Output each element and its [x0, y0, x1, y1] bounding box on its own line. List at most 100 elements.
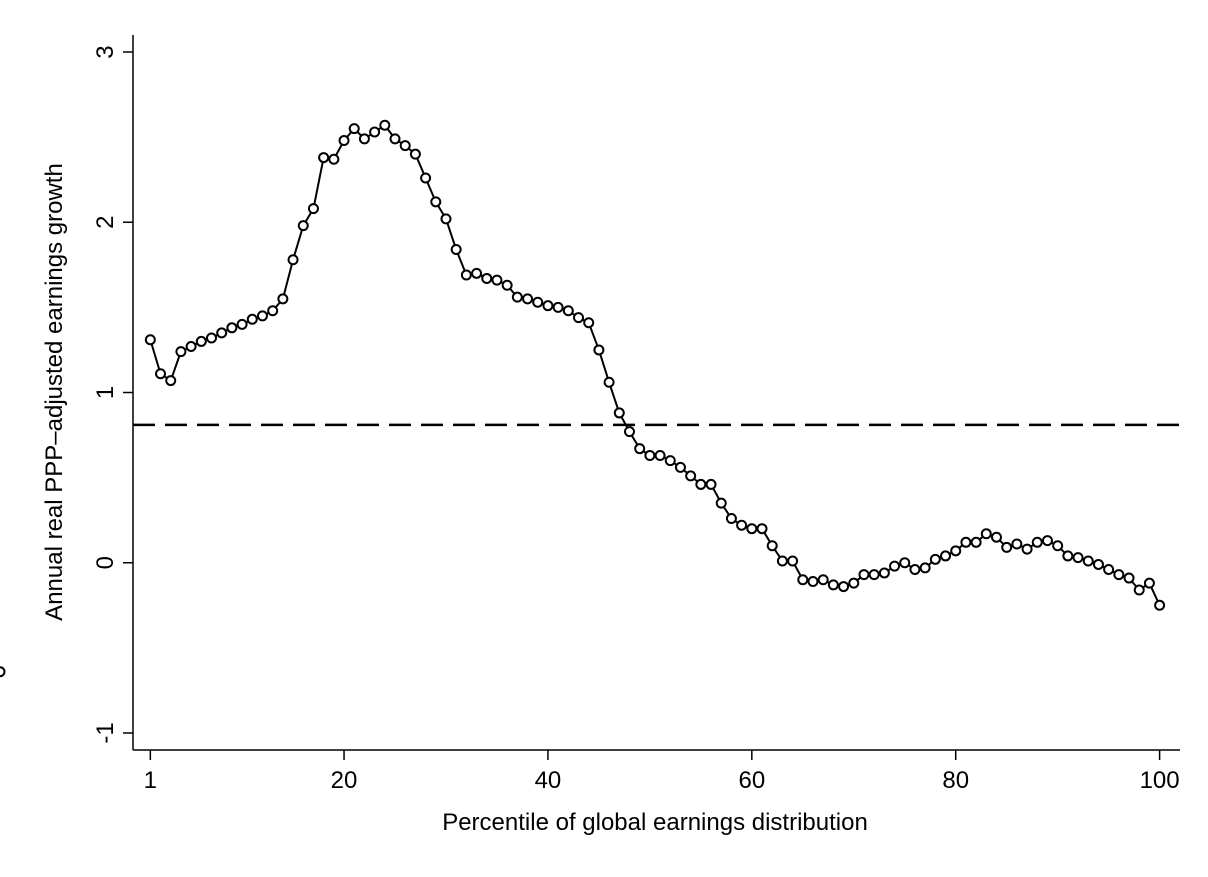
- data-point: [1123, 572, 1135, 584]
- data-point: [858, 569, 870, 581]
- x-tick-label: 100: [1140, 767, 1180, 794]
- data-point: [990, 531, 1002, 543]
- data-point: [481, 272, 493, 284]
- data-point: [450, 244, 462, 255]
- data-point: [787, 555, 799, 567]
- data-point: [430, 196, 442, 208]
- y-tick-label: 3: [92, 45, 119, 58]
- data-point: [1072, 552, 1084, 564]
- data-point: [562, 305, 574, 317]
- data-point: [155, 368, 167, 380]
- data-point: [950, 545, 962, 557]
- y-tick-label: 1: [92, 386, 119, 399]
- data-point: [603, 376, 615, 388]
- data-point: [1001, 541, 1013, 553]
- data-point: [838, 581, 850, 593]
- data-point: [664, 455, 676, 467]
- data-point: [471, 267, 483, 279]
- data-point: [868, 569, 880, 581]
- data-point: [318, 152, 330, 164]
- data-point: [297, 220, 309, 232]
- data-point: [593, 344, 605, 356]
- data-point: [919, 562, 931, 574]
- data-point: [715, 497, 727, 509]
- data-point: [848, 577, 860, 589]
- data-point: [756, 523, 768, 535]
- data-point: [940, 550, 952, 562]
- data-point: [634, 443, 646, 455]
- data-point: [654, 449, 666, 461]
- data-point: [532, 296, 544, 308]
- data-point: [226, 322, 238, 334]
- data-point: [746, 523, 758, 535]
- x-tick-label: 40: [535, 767, 562, 794]
- data-point: [501, 279, 513, 291]
- data-point: [674, 461, 686, 473]
- data-point: [420, 172, 432, 184]
- data-point: [328, 153, 340, 165]
- data-point: [277, 293, 289, 305]
- data-point: [623, 426, 635, 438]
- data-point: [909, 564, 921, 576]
- data-point: [389, 133, 401, 145]
- data-point: [205, 332, 217, 344]
- data-point: [409, 148, 421, 160]
- data-point: [1133, 584, 1145, 596]
- y-axis-label: Annual real PPP–adjusted earnings growth: [41, 163, 68, 621]
- data-point: [827, 579, 839, 591]
- data-point: [613, 407, 625, 419]
- data-point: [695, 478, 707, 490]
- data-point: [980, 528, 992, 540]
- data-point: [797, 574, 809, 586]
- data-point: [552, 301, 564, 313]
- data-point: [307, 203, 319, 215]
- data-point: [889, 560, 901, 572]
- data-point: [358, 133, 370, 145]
- data-point: [644, 449, 656, 461]
- y-tick-label: -1: [92, 722, 119, 743]
- data-point: [338, 135, 350, 147]
- data-point: [1011, 538, 1023, 550]
- x-tick-label: 20: [331, 767, 358, 794]
- data-point: [144, 334, 156, 346]
- data-point: [175, 346, 187, 358]
- data-point: [236, 318, 248, 330]
- data-point: [165, 375, 177, 387]
- data-point: [267, 305, 279, 317]
- data-point: [573, 312, 585, 324]
- data-point: [185, 341, 197, 353]
- x-axis-label: Percentile of global earnings distributi…: [442, 809, 868, 836]
- data-point: [0, 666, 6, 678]
- data-point: [195, 335, 207, 347]
- data-point: [1113, 569, 1125, 581]
- data-point: [522, 293, 534, 305]
- data-point: [1154, 599, 1166, 611]
- data-point: [1041, 535, 1053, 547]
- data-point: [929, 553, 941, 565]
- x-tick-label: 60: [738, 767, 765, 794]
- data-point: [246, 313, 258, 325]
- data-point: [491, 274, 503, 286]
- data-point: [348, 123, 360, 135]
- data-point: [766, 540, 778, 552]
- data-point: [1031, 536, 1043, 548]
- data-point: [705, 478, 717, 490]
- data-point: [256, 310, 268, 322]
- data-point: [970, 536, 982, 548]
- data-point: [878, 567, 890, 579]
- data-point: [287, 254, 299, 266]
- x-tick-label: 1: [144, 767, 157, 794]
- data-point: [1092, 558, 1104, 570]
- x-tick-label: 80: [942, 767, 969, 794]
- data-point: [583, 317, 595, 329]
- data-point: [960, 536, 972, 548]
- data-point: [440, 213, 452, 225]
- data-point: [216, 327, 228, 339]
- data-point: [379, 119, 391, 131]
- data-point: [899, 557, 911, 569]
- data-point: [685, 470, 697, 482]
- data-point: [511, 291, 523, 303]
- y-tick-label: 0: [92, 556, 119, 569]
- data-point: [776, 555, 788, 567]
